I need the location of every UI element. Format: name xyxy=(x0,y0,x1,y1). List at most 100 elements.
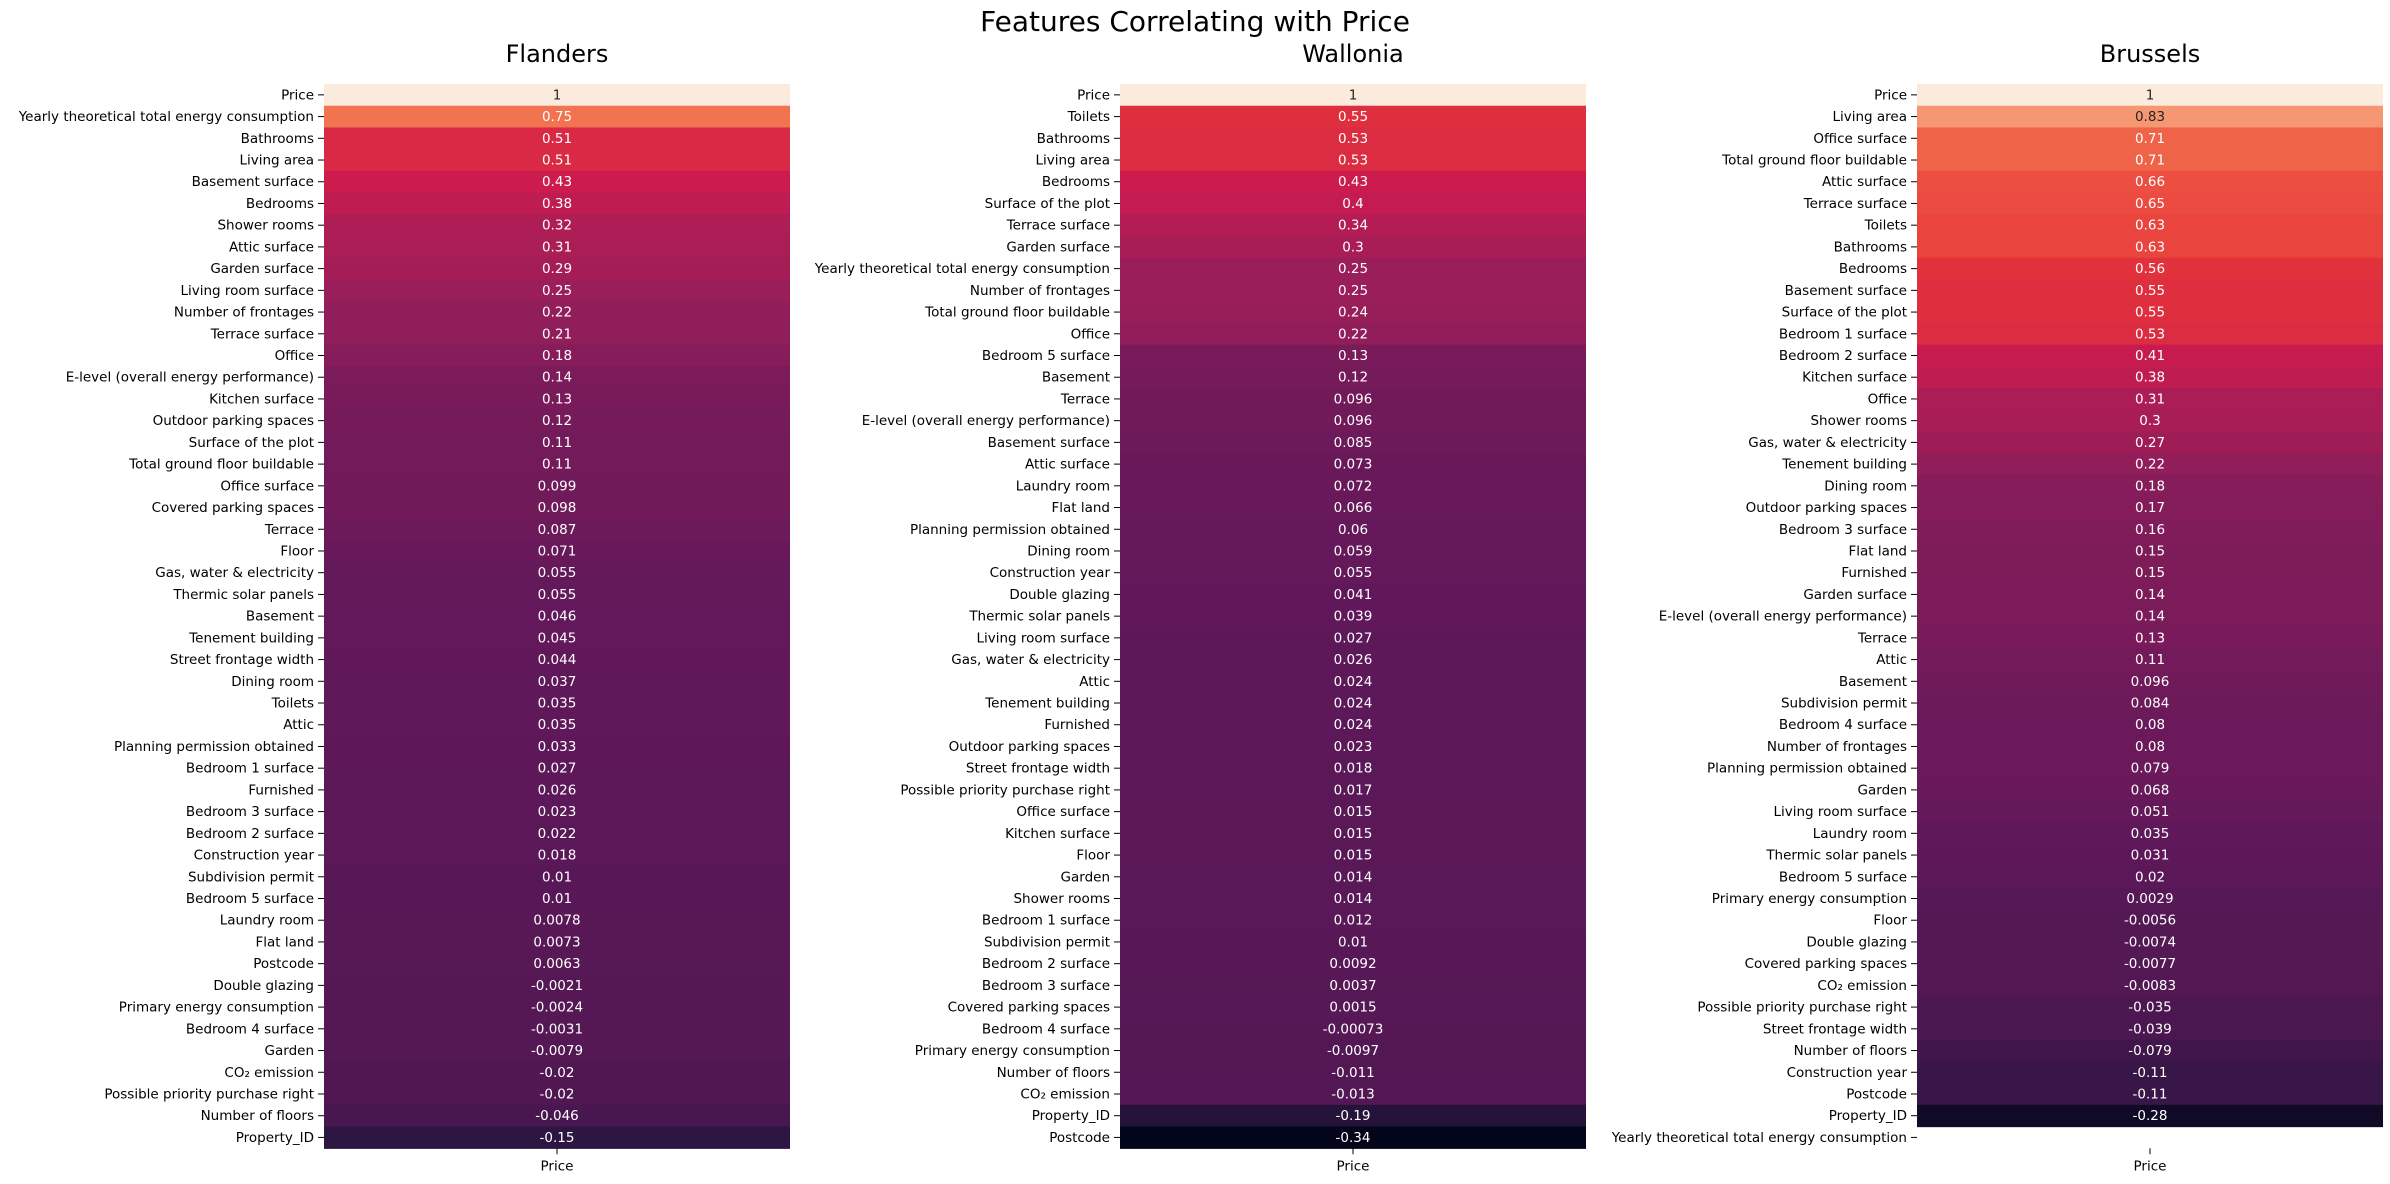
cell-value-label: -0.011 xyxy=(1331,1065,1375,1081)
y-tick-label: Gas, water & electricity xyxy=(155,565,314,581)
y-tick-label: Bedroom 3 surface xyxy=(1779,522,1907,538)
cell-value-label: -0.039 xyxy=(2128,1021,2172,1037)
y-tick-label: Subdivision permit xyxy=(984,934,1110,950)
heatmap-cell xyxy=(1917,713,2383,737)
y-tick-label: Surface of the plot xyxy=(189,435,314,451)
y-tick-label: Living room surface xyxy=(180,283,314,299)
y-tick-label: CO₂ emission xyxy=(1020,1086,1110,1102)
panel-flanders: Flanders 1 Price 0.75 Yearly theoretical tot… xyxy=(18,40,790,1174)
cell-value-label: -0.15 xyxy=(540,1130,575,1146)
y-tick-label: Postcode xyxy=(253,956,314,972)
y-tick-label: Double glazing xyxy=(213,978,314,994)
y-tick-label: Total ground floor buildable xyxy=(1721,153,1907,169)
cell-value-label: 0.096 xyxy=(1334,413,1373,429)
cell-value-label: 0.035 xyxy=(538,717,577,733)
y-tick-label: Bedrooms xyxy=(246,196,314,212)
heatmap-cell xyxy=(1917,648,2383,672)
heatmap-cell xyxy=(324,279,790,302)
heatmap-cell xyxy=(1120,409,1586,433)
cell-value-label: 0.43 xyxy=(542,174,572,190)
cell-value-label: 0.71 xyxy=(2135,131,2165,147)
y-tick-label: Office surface xyxy=(1813,131,1907,147)
heatmap-cell xyxy=(1917,149,2383,172)
cell-value-label: 0.51 xyxy=(542,153,572,169)
cell-value-label: 0.55 xyxy=(2135,305,2165,321)
heatmap-cell xyxy=(324,518,790,541)
y-tick-label: Property_ID xyxy=(236,1130,314,1146)
y-tick-label: Terrace surface xyxy=(1803,196,1907,212)
cell-value-label: -0.19 xyxy=(1336,1108,1371,1124)
y-tick-label: Bedroom 2 surface xyxy=(982,956,1110,972)
cell-value-label: 0.13 xyxy=(2135,630,2165,646)
y-tick-label: Floor xyxy=(280,543,314,559)
heatmap-cell xyxy=(1120,279,1586,302)
heatmap-cell xyxy=(324,844,790,867)
heatmap-cell xyxy=(1917,301,2383,324)
y-tick-label: Terrace xyxy=(1857,630,1907,646)
y-tick-label: Property_ID xyxy=(1829,1108,1907,1124)
y-tick-label: Bedroom 3 surface xyxy=(186,804,314,820)
heatmap-cell xyxy=(324,887,790,910)
heatmap-cell xyxy=(324,236,790,259)
heatmap-cell xyxy=(1917,1061,2383,1084)
heatmap-cell xyxy=(1120,496,1586,519)
cell-value-label: 0.022 xyxy=(538,826,577,842)
heatmap-cell xyxy=(1120,1104,1586,1128)
y-tick-label: Construction year xyxy=(990,565,1111,581)
cell-value-label: 0.71 xyxy=(2135,153,2165,169)
cell-value-label: 0.046 xyxy=(538,609,577,625)
panel-title: Flanders xyxy=(506,40,609,68)
cell-value-label: 1 xyxy=(1349,87,1358,103)
cell-value-label: 0.014 xyxy=(1334,891,1373,907)
y-tick-label: Office xyxy=(275,348,314,364)
y-tick-label: Attic surface xyxy=(1025,457,1110,473)
cell-value-label: 0.18 xyxy=(2135,478,2165,494)
y-tick-label: Living area xyxy=(1832,109,1907,125)
y-tick-label: E-level (overall energy performance) xyxy=(66,370,314,386)
cell-value-label: 0.0029 xyxy=(2126,891,2173,907)
heatmap-cell xyxy=(1917,952,2383,976)
heatmap-cell xyxy=(1120,627,1586,650)
cell-value-label: 0.084 xyxy=(2131,696,2170,712)
heatmap-cell xyxy=(324,974,790,997)
heatmap-cell xyxy=(1120,192,1586,215)
cell-value-label: 0.01 xyxy=(1338,934,1368,950)
cell-value-label: 0.0078 xyxy=(533,913,580,929)
y-tick-label: Kitchen surface xyxy=(1005,826,1110,842)
cell-value-label: 0.34 xyxy=(1338,218,1368,234)
cell-value-label: 0.4 xyxy=(1342,196,1363,212)
heatmap-cell xyxy=(1120,583,1586,606)
heatmap-cell xyxy=(1917,214,2383,237)
cell-value-label: 0.29 xyxy=(542,261,572,277)
heatmap-cell xyxy=(1917,453,2383,476)
cell-value-label: 0.31 xyxy=(2135,391,2165,407)
heatmap-cell xyxy=(324,453,790,476)
cell-value-label: -0.0031 xyxy=(531,1021,583,1037)
heatmap-cell xyxy=(324,84,790,107)
y-tick-label: Bedrooms xyxy=(1042,174,1110,190)
y-tick-label: Flat land xyxy=(1848,543,1907,559)
heatmap-cell xyxy=(1917,170,2383,194)
heatmap-cell xyxy=(324,409,790,433)
y-tick-label: Garden xyxy=(265,1043,314,1059)
heatmap-cell xyxy=(1917,192,2383,215)
x-tick-label: Price xyxy=(1337,1158,1370,1174)
y-tick-label: Construction year xyxy=(1787,1065,1908,1081)
heatmap-cell xyxy=(1120,105,1586,129)
cell-value-label: 0.12 xyxy=(542,413,572,429)
y-tick-label: Dining room xyxy=(1027,543,1110,559)
cell-value-label: -0.035 xyxy=(2128,1000,2172,1016)
cell-value-label: 0.099 xyxy=(538,478,577,494)
cell-value-label: -0.046 xyxy=(535,1108,579,1124)
cell-value-label: 0.035 xyxy=(2131,826,2170,842)
heatmap-cell xyxy=(1120,453,1586,476)
heatmap-cell xyxy=(1917,757,2383,780)
y-tick-label: Office surface xyxy=(220,478,314,494)
heatmap-cell xyxy=(324,322,790,346)
y-tick-label: CO₂ emission xyxy=(224,1065,314,1081)
cell-value-label: 0.25 xyxy=(1338,283,1368,299)
cell-value-label: 0.018 xyxy=(538,848,577,864)
y-tick-label: Planning permission obtained xyxy=(910,522,1110,538)
heatmap-cell xyxy=(324,648,790,672)
y-tick-label: Tenement building xyxy=(984,696,1110,712)
